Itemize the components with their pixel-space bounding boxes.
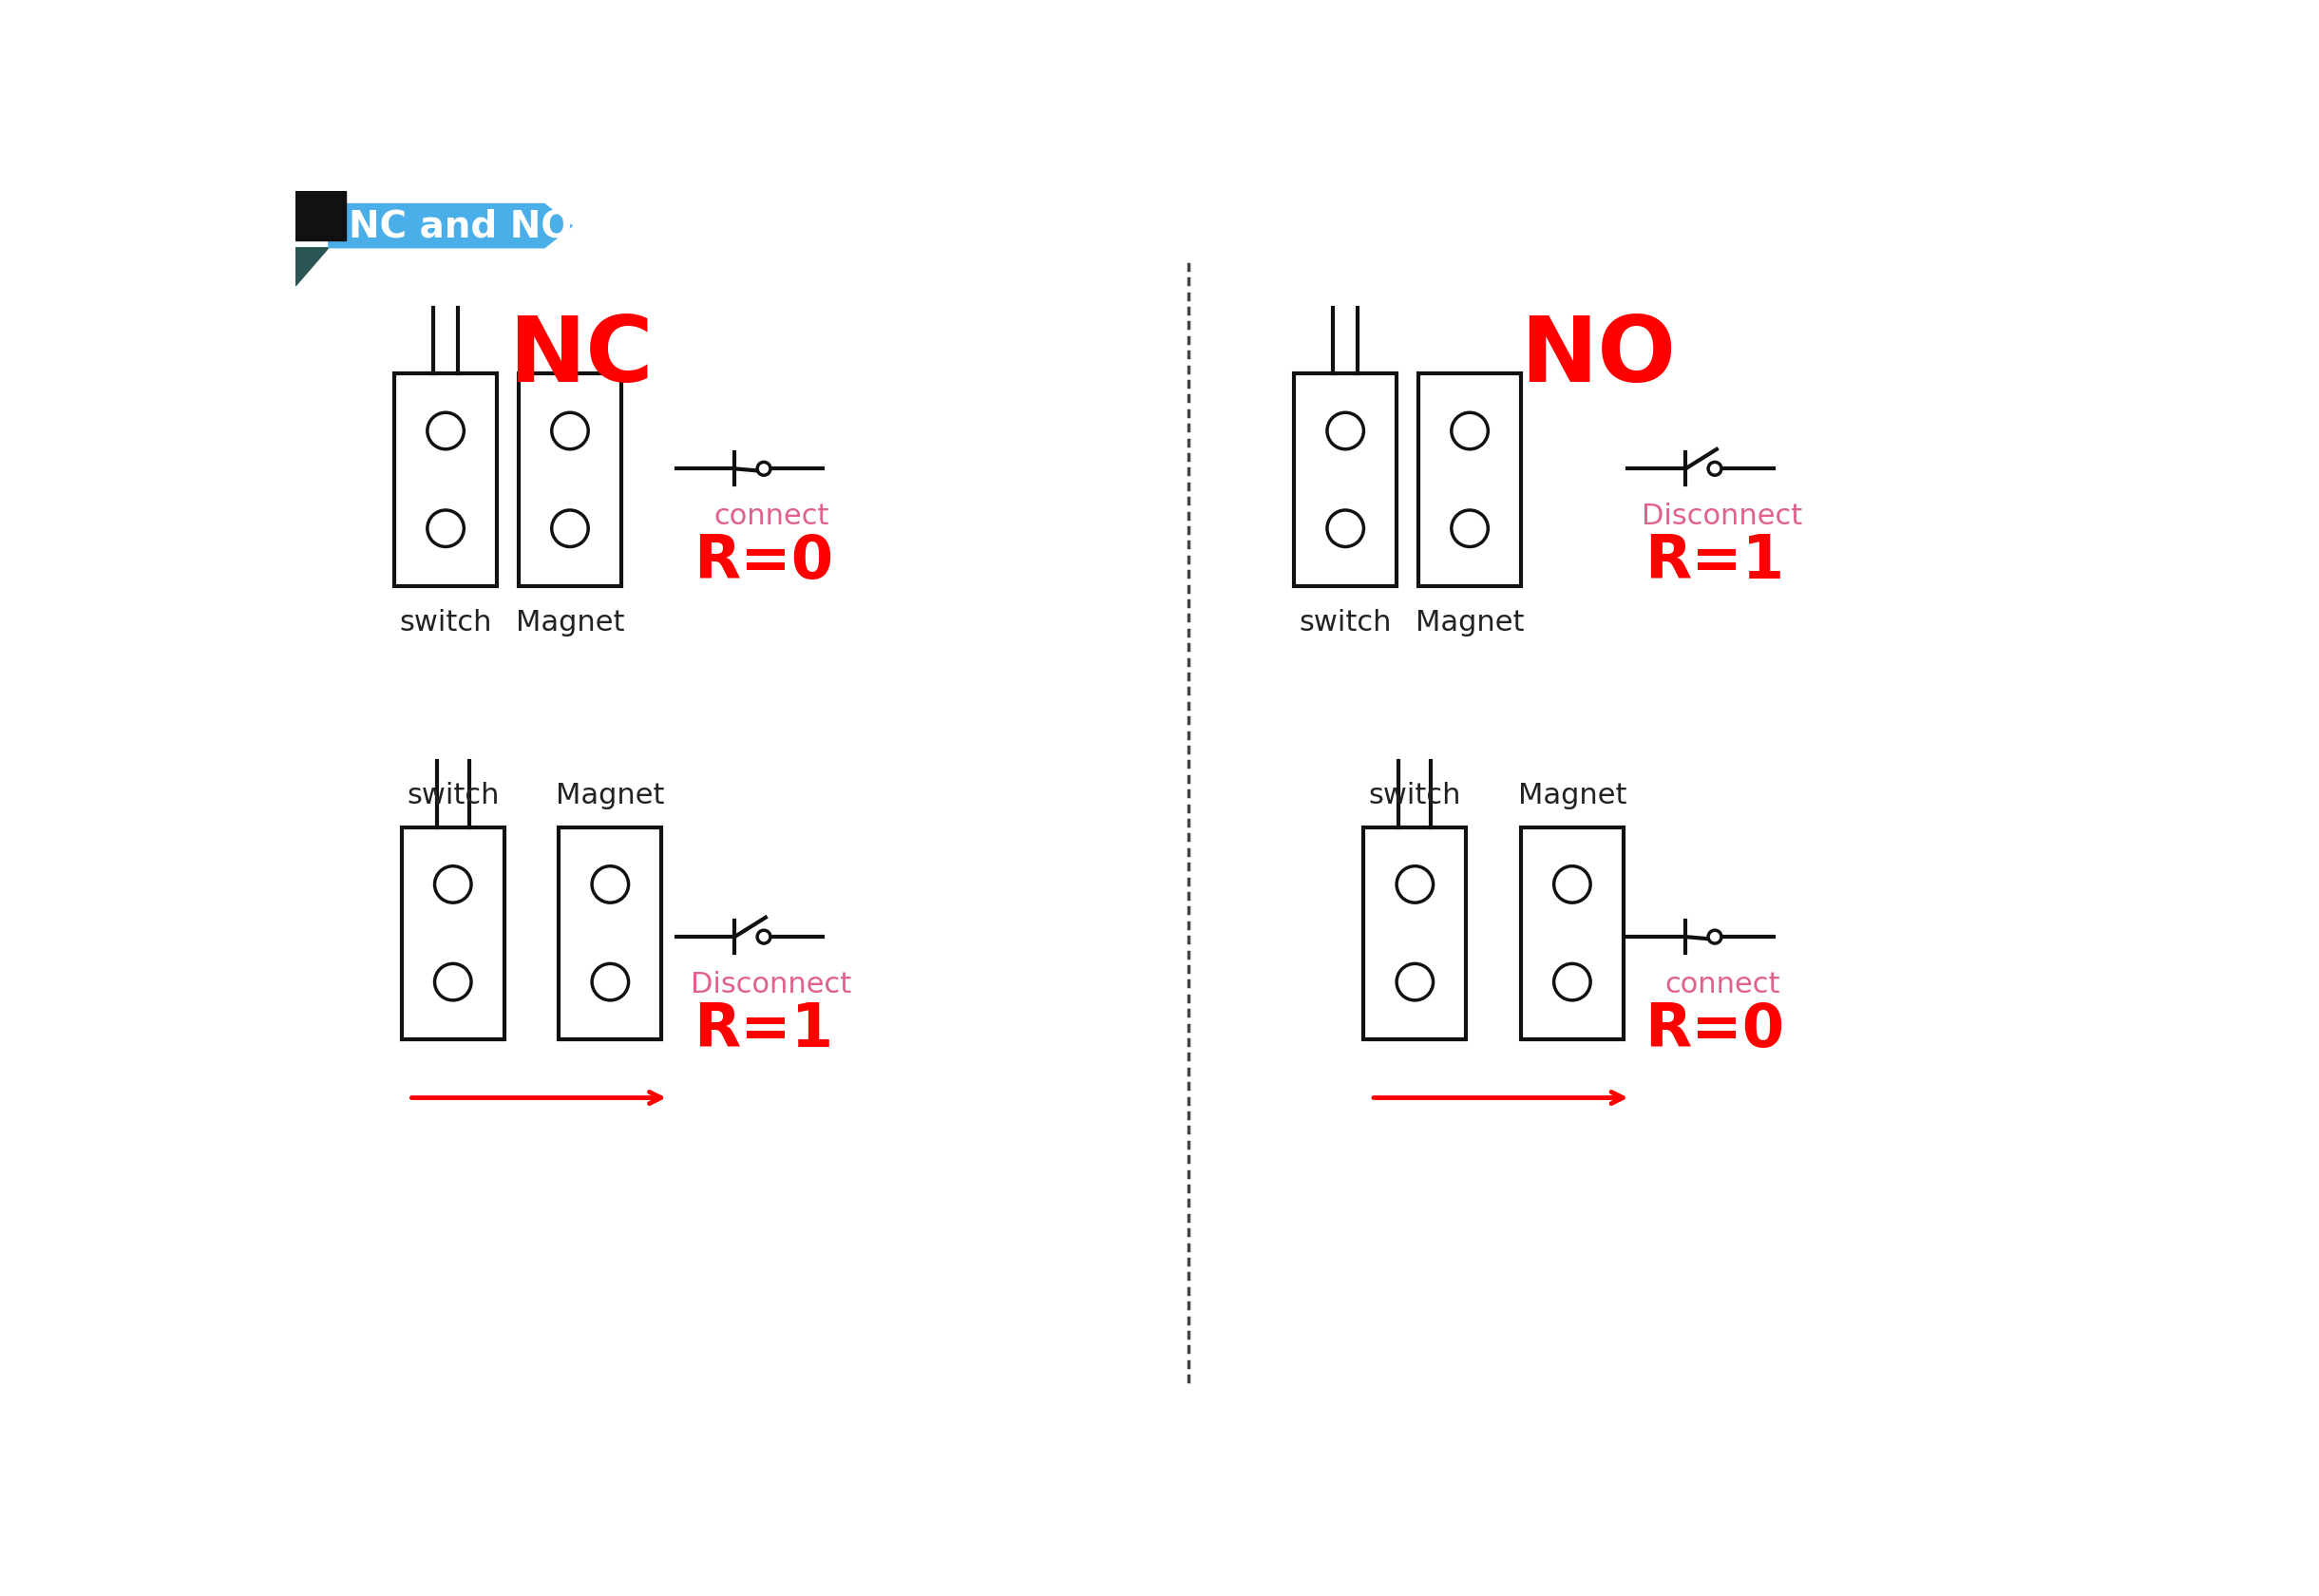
Text: NC and NO: NC and NO [348,209,573,244]
Text: connect: connect [714,503,828,530]
Bar [559,828,661,1039]
Circle shape [1709,930,1721,943]
Text: R=1: R=1 [1644,531,1786,591]
Bar [1521,828,1623,1039]
Bar [1364,828,1466,1039]
Text: switch: switch [1299,608,1391,635]
Text: Disconnect: Disconnect [691,970,851,998]
Circle shape [758,463,770,476]
Text: R=1: R=1 [693,999,835,1058]
Text: NO: NO [1519,313,1677,401]
Bar [1419,375,1521,586]
Text: switch: switch [1368,782,1461,809]
Circle shape [758,930,770,943]
Bar [401,828,503,1039]
Text: connect: connect [1665,970,1781,998]
Text: Magnet: Magnet [1517,782,1626,809]
Text: switch: switch [406,782,499,809]
Polygon shape [297,249,329,287]
Circle shape [1709,463,1721,476]
Polygon shape [329,204,573,249]
Text: Magnet: Magnet [515,608,624,635]
Text: R=0: R=0 [1644,999,1786,1058]
Text: R=0: R=0 [693,531,835,591]
Bar [394,375,496,586]
Text: Magnet: Magnet [557,782,666,809]
Text: Magnet: Magnet [1415,608,1524,635]
Text: switch: switch [399,608,492,635]
Text: Disconnect: Disconnect [1642,503,1802,530]
Bar [1294,375,1396,586]
Bar [519,375,621,586]
Bar [297,192,346,241]
Text: NC: NC [508,313,654,401]
